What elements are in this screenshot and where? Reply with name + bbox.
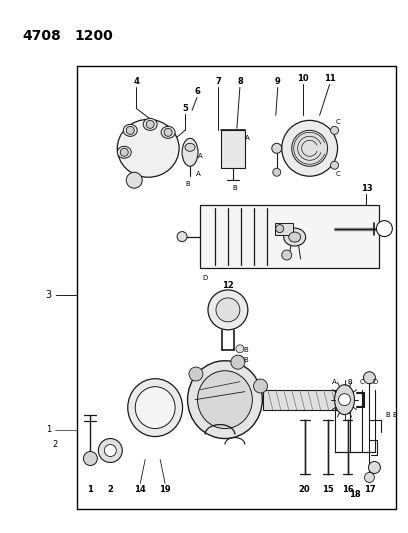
- Circle shape: [104, 445, 116, 456]
- Ellipse shape: [188, 361, 262, 439]
- Circle shape: [377, 221, 392, 237]
- Ellipse shape: [185, 143, 195, 151]
- Text: B: B: [244, 357, 248, 363]
- Ellipse shape: [335, 385, 355, 415]
- Circle shape: [282, 250, 292, 260]
- Text: B: B: [385, 411, 390, 418]
- Text: B: B: [347, 379, 352, 385]
- Text: A: A: [244, 135, 249, 141]
- Text: 18: 18: [349, 490, 360, 499]
- Circle shape: [126, 126, 134, 134]
- Text: 4: 4: [133, 77, 139, 86]
- Text: 14: 14: [134, 485, 146, 494]
- Text: C: C: [335, 119, 340, 125]
- Circle shape: [236, 345, 244, 353]
- Circle shape: [282, 120, 337, 176]
- Circle shape: [98, 439, 122, 463]
- Circle shape: [83, 451, 98, 465]
- Text: 15: 15: [322, 485, 333, 494]
- Text: 19: 19: [159, 485, 171, 494]
- Text: 1: 1: [46, 425, 51, 434]
- Bar: [78, 66, 396, 510]
- Text: C: C: [335, 171, 340, 177]
- Circle shape: [368, 462, 380, 473]
- Text: 16: 16: [341, 485, 353, 494]
- Circle shape: [330, 126, 339, 134]
- Text: 5: 5: [182, 104, 188, 113]
- Bar: [221, 131, 245, 168]
- Text: 1: 1: [87, 485, 93, 494]
- Text: A: A: [332, 379, 337, 385]
- Text: 7: 7: [215, 77, 221, 86]
- Circle shape: [253, 379, 268, 393]
- Text: 17: 17: [364, 485, 375, 494]
- Text: 6: 6: [194, 87, 200, 96]
- Circle shape: [364, 472, 375, 482]
- Text: B: B: [186, 181, 191, 187]
- Bar: [200, 205, 379, 268]
- Ellipse shape: [197, 371, 252, 429]
- Circle shape: [231, 355, 245, 369]
- Circle shape: [330, 161, 339, 169]
- Text: A: A: [196, 171, 200, 177]
- Circle shape: [364, 372, 375, 384]
- Circle shape: [126, 172, 142, 188]
- Text: D: D: [202, 275, 208, 281]
- Circle shape: [216, 298, 240, 322]
- Text: 2: 2: [107, 485, 113, 494]
- Circle shape: [189, 367, 203, 381]
- Text: 11: 11: [324, 74, 335, 83]
- Ellipse shape: [161, 126, 175, 139]
- Circle shape: [120, 148, 128, 156]
- Text: A: A: [197, 154, 202, 159]
- Text: 20: 20: [299, 485, 310, 494]
- Text: B: B: [233, 185, 237, 191]
- Ellipse shape: [182, 139, 198, 166]
- Text: D: D: [373, 379, 378, 385]
- Ellipse shape: [135, 386, 175, 429]
- Circle shape: [276, 224, 284, 232]
- Circle shape: [208, 290, 248, 330]
- Text: 3: 3: [45, 290, 51, 300]
- Ellipse shape: [117, 119, 179, 177]
- Text: 9: 9: [275, 77, 281, 86]
- Ellipse shape: [143, 118, 157, 131]
- Bar: [263, 390, 339, 410]
- Text: 4708: 4708: [22, 29, 61, 43]
- Circle shape: [292, 131, 328, 166]
- Text: 12: 12: [222, 281, 234, 290]
- Text: 1200: 1200: [74, 29, 113, 43]
- Ellipse shape: [128, 379, 182, 437]
- Bar: [275, 223, 293, 235]
- Text: 13: 13: [361, 184, 372, 193]
- Text: C: C: [360, 379, 365, 385]
- Text: B: B: [244, 347, 248, 353]
- Text: 2: 2: [53, 440, 58, 449]
- Ellipse shape: [117, 147, 131, 158]
- Circle shape: [273, 168, 281, 176]
- Ellipse shape: [284, 228, 306, 246]
- Text: 10: 10: [297, 74, 308, 83]
- Circle shape: [164, 128, 172, 136]
- Ellipse shape: [289, 232, 301, 242]
- Circle shape: [236, 356, 244, 364]
- Ellipse shape: [123, 124, 137, 136]
- Text: 8: 8: [237, 77, 243, 86]
- Circle shape: [272, 143, 282, 154]
- Circle shape: [339, 394, 350, 406]
- Text: B: B: [392, 411, 397, 418]
- Circle shape: [146, 120, 154, 128]
- Circle shape: [177, 232, 187, 241]
